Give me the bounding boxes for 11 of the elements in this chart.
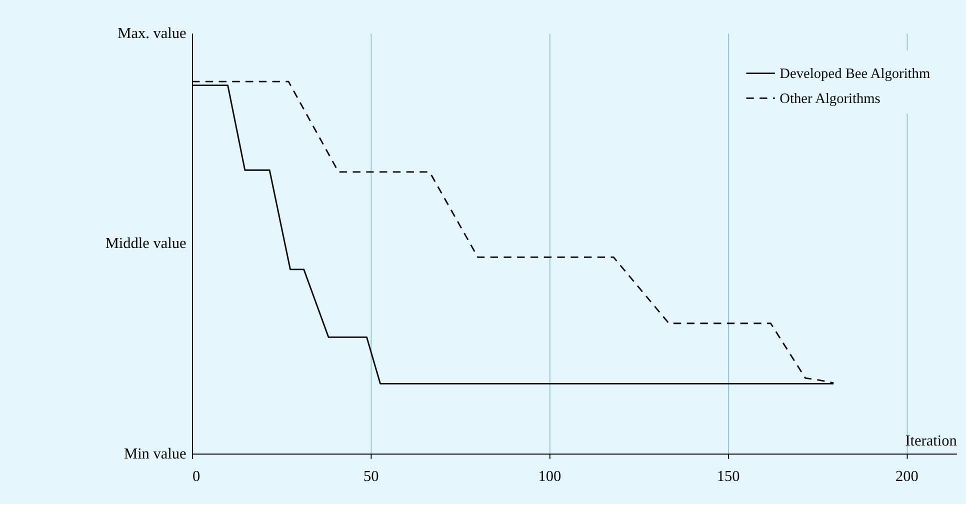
x-tick-label: 150 — [716, 468, 740, 485]
text: Middle value — [105, 235, 187, 252]
x-tick-label: 100 — [538, 468, 562, 485]
x-tick-label: 0 — [192, 468, 201, 485]
legend-label: Developed Bee Algorithm — [780, 66, 930, 82]
legend-label: Other Algorithms — [780, 90, 881, 107]
x-tick-label: 200 — [895, 468, 919, 485]
text: Max. value — [118, 24, 187, 42]
text: Min value — [124, 445, 187, 462]
x-axis-title: Iteration — [905, 432, 958, 450]
x-tick-label: 50 — [363, 468, 380, 485]
